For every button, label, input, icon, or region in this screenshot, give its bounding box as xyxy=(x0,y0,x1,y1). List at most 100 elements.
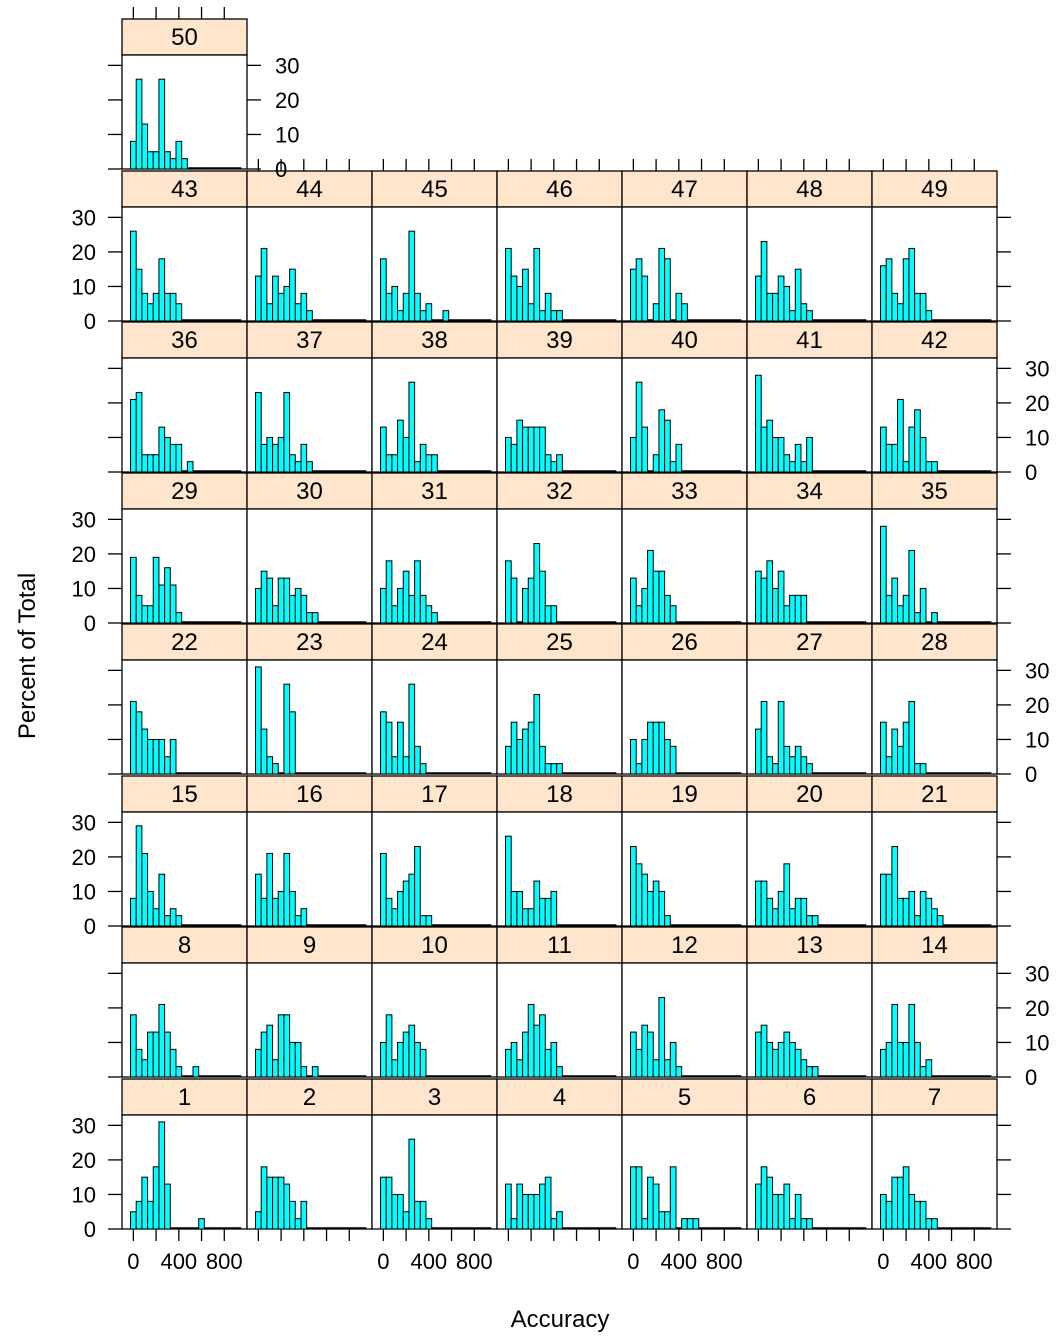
histogram-bar xyxy=(408,381,416,473)
histogram-bar xyxy=(294,587,302,624)
histogram-bar xyxy=(539,745,546,775)
histogram-bar xyxy=(385,560,393,624)
histogram-bar xyxy=(641,738,649,775)
panel-37: 37 xyxy=(246,321,373,473)
histogram-bar xyxy=(385,454,393,473)
y-tick-label: 0 xyxy=(275,157,287,182)
histogram-bar xyxy=(755,1031,762,1078)
histogram-bar xyxy=(283,392,291,473)
y-tick-label: 20 xyxy=(72,542,96,567)
x-axis-label: Accuracy xyxy=(511,1306,610,1333)
y-tick-label: 10 xyxy=(72,274,96,299)
strip xyxy=(621,170,748,208)
strip-label: 25 xyxy=(546,629,573,656)
strip-label: 21 xyxy=(921,781,948,808)
histogram-bar xyxy=(777,436,785,473)
strip-label: 48 xyxy=(796,176,823,203)
histogram-bar xyxy=(135,711,143,775)
y-tick-label: 30 xyxy=(275,53,299,78)
strip-label: 33 xyxy=(671,478,698,505)
histogram-bar xyxy=(556,454,563,473)
histogram-bar xyxy=(919,436,927,473)
histogram-bar xyxy=(164,436,171,473)
panel-20: 20 xyxy=(746,775,873,927)
histogram-bar xyxy=(289,454,296,473)
histogram-bar xyxy=(505,436,512,473)
histogram-bar xyxy=(891,443,899,473)
histogram-bar xyxy=(527,721,535,775)
histogram-bar xyxy=(175,915,183,927)
panel-33: 33 xyxy=(621,472,748,624)
strip-label: 29 xyxy=(171,478,198,505)
histogram-bar xyxy=(630,1166,637,1230)
x-tick-label: 0 xyxy=(877,1249,889,1274)
panel-27: 27 xyxy=(746,623,873,775)
panel-7: 7 xyxy=(871,1078,998,1230)
histogram-bar xyxy=(272,275,279,322)
histogram-bar xyxy=(277,292,285,322)
strip-label: 1 xyxy=(178,1084,191,1111)
histogram-bar xyxy=(425,1218,433,1230)
histogram-bar xyxy=(533,426,541,473)
strip-label: 8 xyxy=(178,932,191,959)
histogram-bar xyxy=(806,915,813,927)
histogram-bar xyxy=(777,700,785,775)
histogram-bar xyxy=(283,577,291,624)
x-tick-label: 800 xyxy=(706,1249,743,1274)
histogram-bar xyxy=(533,247,541,322)
panel-frame xyxy=(871,357,998,473)
histogram-bar xyxy=(658,997,666,1078)
histogram-bar xyxy=(306,310,313,322)
histogram-bar xyxy=(266,436,274,473)
histogram-bar xyxy=(641,1218,649,1230)
histogram-bar xyxy=(669,1166,677,1230)
histogram-bar xyxy=(266,577,274,624)
histogram-bar xyxy=(652,1183,660,1230)
panel-44: 44 xyxy=(246,170,373,322)
histogram-bar xyxy=(294,303,302,322)
panel-14: 14 xyxy=(871,926,998,1078)
strip xyxy=(121,18,248,56)
histogram-bar xyxy=(266,1024,274,1078)
histogram-bar xyxy=(272,897,279,927)
histogram-bar xyxy=(891,1176,899,1230)
y-tick-label: 30 xyxy=(72,810,96,835)
histogram-bar xyxy=(800,1218,808,1230)
histogram-bar xyxy=(755,570,762,624)
histogram-bar xyxy=(147,1200,154,1230)
histogram-bar xyxy=(630,436,637,473)
panel-34: 34 xyxy=(746,472,873,624)
histogram-bar xyxy=(289,594,296,624)
histogram-bar xyxy=(147,1031,154,1078)
histogram-bar xyxy=(652,570,660,624)
histogram-bar xyxy=(556,1066,563,1078)
histogram-bar xyxy=(800,461,808,473)
histogram-bar xyxy=(539,426,546,473)
panel-frame xyxy=(371,508,498,624)
histogram-bar xyxy=(806,1066,813,1078)
histogram-bar xyxy=(669,461,677,473)
histogram-bar xyxy=(902,461,910,473)
histogram-bar xyxy=(902,258,910,322)
y-tick-label: 20 xyxy=(72,240,96,265)
histogram-bar xyxy=(391,908,399,927)
strip xyxy=(121,1078,248,1116)
histogram-bar xyxy=(380,587,387,624)
histogram-bar xyxy=(147,605,154,624)
strip xyxy=(871,472,998,510)
histogram-bar xyxy=(289,1200,296,1230)
panel-39: 39 xyxy=(496,321,623,473)
strip-label: 39 xyxy=(546,327,573,354)
histogram-bar xyxy=(255,275,262,322)
histogram-bar xyxy=(800,756,808,775)
histogram-bar xyxy=(783,863,791,927)
histogram-bar xyxy=(510,721,518,775)
histogram-bar xyxy=(647,721,654,775)
histogram-bar xyxy=(919,292,927,322)
histogram-bar xyxy=(897,1041,904,1078)
strip-label: 43 xyxy=(171,176,198,203)
histogram-bar xyxy=(158,1003,166,1078)
histogram-bar xyxy=(766,292,774,322)
histogram-bar xyxy=(641,426,649,473)
